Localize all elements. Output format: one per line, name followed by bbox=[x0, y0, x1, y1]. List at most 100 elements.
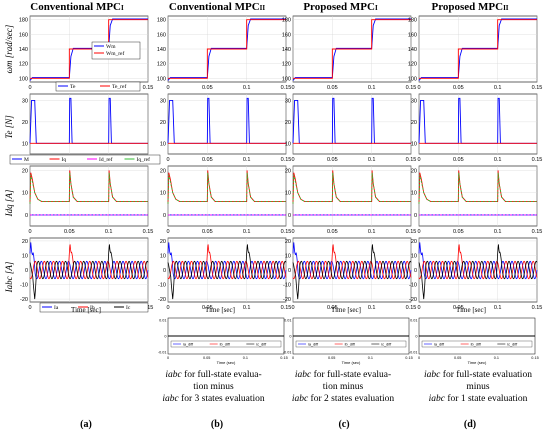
diff-d-legend-label-ic_diff: ic_diff bbox=[507, 343, 518, 347]
caption-c-symbol2: iabc bbox=[291, 394, 309, 404]
diff-d-legend-box bbox=[421, 340, 533, 348]
te-c-ytick-1: 20 bbox=[285, 120, 291, 126]
iabc-a-series-ia bbox=[29, 242, 149, 280]
panel-label-c: (c) bbox=[338, 419, 350, 430]
te-a-ytick-2: 30 bbox=[22, 98, 28, 104]
iabc-d-ytick-1: -10 bbox=[409, 283, 417, 289]
idq-a-ytick-0: 0 bbox=[25, 213, 28, 219]
iabc-b-xtick-2: 0.1 bbox=[243, 305, 251, 311]
diff-c-xtick-2: 0.1 bbox=[368, 356, 373, 360]
te-c-xtick-2: 0.1 bbox=[368, 157, 376, 163]
idq-d-ytick-2: 20 bbox=[411, 168, 417, 174]
te-d-plot-frame bbox=[418, 93, 538, 155]
diff-d-time-label: Time (sec) bbox=[468, 360, 487, 365]
time-label-a: Time [sec] bbox=[71, 306, 101, 314]
panel-label-b: (b) bbox=[210, 419, 224, 430]
iabc-d-ytick-0: -20 bbox=[409, 297, 417, 303]
caption-d: iabc for full-state evaluation minus iab… bbox=[408, 369, 548, 405]
wm-c-series-wm_ref bbox=[293, 19, 411, 79]
diff-b-ytick-2: -0.01 bbox=[158, 351, 167, 355]
diff-c-legend-label-ia_diff: ia_diff bbox=[308, 343, 319, 347]
column-title-c-text: Proposed MPC bbox=[303, 1, 375, 13]
iabc-c-chart: 0 0.05 0.1 0.15 -20 -10 0 10 20 bbox=[283, 237, 417, 311]
te-d-xtick-3: 0.15 bbox=[532, 157, 543, 163]
iabc-d-xtick-2: 0.1 bbox=[494, 305, 502, 311]
column-title-d-text: Proposed MPC bbox=[431, 1, 504, 13]
iabc-a-legend-label-ib: Ib bbox=[90, 305, 95, 311]
column-title-d-sub: II bbox=[503, 4, 509, 12]
iabc-c-series-ic bbox=[292, 244, 412, 300]
te-b-xtick-3: 0.15 bbox=[281, 157, 292, 163]
te-b-ytick-1: 20 bbox=[160, 120, 166, 126]
diff-d-xtick-3: 0.15 bbox=[531, 356, 538, 360]
iabc-a-series-ib bbox=[29, 244, 149, 280]
caption-b-text3: for 3 states evaluation bbox=[181, 394, 265, 404]
wm-b-xtick-0: 0 bbox=[166, 85, 169, 91]
idq-a-legend-label-iq: Iq bbox=[62, 157, 67, 163]
caption-c-text3: for 2 states evaluation bbox=[310, 394, 395, 404]
caption-b-symbol2: iabc bbox=[162, 394, 179, 404]
iabc-c-xtick-2: 0.1 bbox=[368, 305, 376, 311]
te-d-xtick-2: 0.1 bbox=[494, 157, 502, 163]
idq-d-ytick-0: 0 bbox=[414, 213, 417, 219]
iabc-a-ytick-3: 10 bbox=[22, 253, 28, 259]
caption-b-line3: iabc for 3 states evaluation bbox=[146, 393, 281, 405]
idq-b-series-iq_ref bbox=[167, 172, 286, 204]
caption-d-symbol1: iabc bbox=[424, 370, 441, 380]
idq-b-xtick-1: 0.05 bbox=[202, 229, 213, 235]
caption-c-line2: tion minus bbox=[322, 382, 364, 392]
idq-a-legend-label-m: M bbox=[24, 157, 29, 163]
diff-c-xtick-0: 0 bbox=[292, 356, 294, 360]
iabc-d-series-ib bbox=[418, 244, 538, 280]
te-c-ytick-0: 10 bbox=[285, 141, 291, 147]
iabc-c-ytick-2: 0 bbox=[288, 268, 291, 274]
idq-a-legend-label-id_ref: Id_ref bbox=[99, 156, 113, 163]
idq-a-ytick-2: 20 bbox=[22, 168, 28, 174]
te-a-ytick-0: 10 bbox=[22, 141, 28, 147]
iabc-a-ytick-2: 0 bbox=[25, 268, 28, 274]
idq-c-ytick-1: 10 bbox=[285, 191, 291, 197]
caption-c: iabc for full-state evalua- tion minus i… bbox=[278, 369, 408, 405]
te-d-ytick-1: 20 bbox=[411, 120, 417, 126]
diff-c-xtick-1: 0.05 bbox=[328, 356, 335, 360]
wm-a-legend-label-wm: Wm bbox=[106, 44, 116, 50]
te-c-plot-frame bbox=[292, 93, 412, 155]
wm-c-xtick-2: 0.1 bbox=[368, 85, 376, 91]
diff-c-ytick-2: -0.01 bbox=[283, 351, 292, 355]
diff-b-xtick-2: 0.1 bbox=[243, 356, 248, 360]
iabc-b-xtick-0: 0 bbox=[166, 305, 169, 311]
wm-b-ytick-3: 160 bbox=[157, 32, 166, 38]
iabc-b-series-ic bbox=[167, 244, 287, 300]
caption-d-line3: iabc for 1 state evaluation bbox=[408, 393, 548, 405]
te-b-xtick-2: 0.1 bbox=[243, 157, 251, 163]
idq-d-xtick-2: 0.1 bbox=[494, 229, 502, 235]
wm-b-series-wm bbox=[167, 18, 286, 81]
idq-c-xtick-1: 0.05 bbox=[327, 229, 338, 235]
column-title-d: Proposed MPCII bbox=[410, 1, 530, 13]
idq-a-series-iq_ref bbox=[29, 172, 148, 204]
wm-a-ytick-0: 100 bbox=[19, 76, 28, 82]
te-b-plot-frame bbox=[167, 93, 287, 155]
caption-d-line1: iabc for full-state evaluation bbox=[408, 369, 548, 381]
wm-a-series-wm bbox=[29, 18, 148, 81]
wm-a-xtick-3: 0.15 bbox=[143, 85, 154, 91]
diff-d-xtick-1: 0.05 bbox=[454, 356, 461, 360]
te-a-legend-box bbox=[55, 81, 141, 92]
idq-c-xtick-3: 0.15 bbox=[406, 229, 417, 235]
diff-b-legend: ia_diff ib_diff ic_diff bbox=[170, 340, 282, 348]
iabc-b-xtick-3: 0.15 bbox=[281, 305, 292, 311]
idq-b-ytick-0: 0 bbox=[163, 213, 166, 219]
idq-c-xtick-2: 0.1 bbox=[368, 229, 376, 235]
idq-a-xtick-1: 0.05 bbox=[64, 229, 75, 235]
idq-c-ytick-2: 20 bbox=[285, 168, 291, 174]
diff-b-legend-label-ia_diff: ia_diff bbox=[183, 343, 194, 347]
panel-label-d: (d) bbox=[463, 419, 477, 430]
caption-b-line1: iabc for full-state evalua- bbox=[146, 369, 281, 381]
iabc-c-xtick-3: 0.15 bbox=[406, 305, 417, 311]
wm-c-xtick-0: 0 bbox=[291, 85, 294, 91]
te-a-legend-label-te_ref: Te_ref bbox=[112, 83, 126, 90]
iabc-a-xtick-0: 0 bbox=[28, 305, 31, 311]
te-d-xtick-1: 0.05 bbox=[453, 157, 464, 163]
